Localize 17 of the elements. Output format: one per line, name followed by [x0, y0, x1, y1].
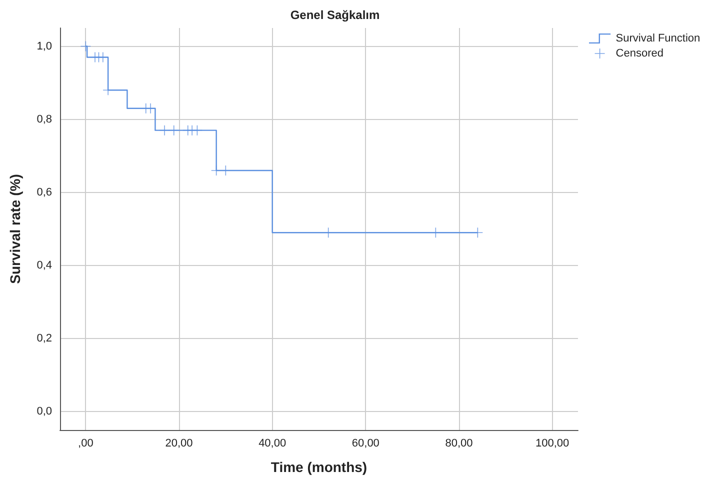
- y-tick-label: 0,8: [36, 113, 52, 126]
- y-axis-title: Survival rate (%): [7, 174, 23, 284]
- y-tick-label: 0,6: [36, 186, 52, 198]
- y-tick-label: 0,0: [36, 406, 52, 418]
- x-tick-label: 40,00: [258, 438, 286, 450]
- chart-title: Genel Sağkalım: [290, 8, 380, 22]
- legend-label: Survival Function: [616, 32, 700, 44]
- y-tick-label: 1,0: [36, 40, 52, 52]
- y-tick-label: 0,4: [36, 260, 52, 272]
- y-tick-label: 0,2: [36, 332, 52, 345]
- x-tick-label: 60,00: [352, 438, 380, 450]
- legend-label: Censored: [616, 48, 664, 60]
- x-tick-label: ,00: [78, 438, 94, 450]
- x-tick-label: 80,00: [445, 438, 473, 450]
- x-tick-label: 20,00: [165, 438, 193, 450]
- x-tick-label: 100,00: [536, 438, 570, 450]
- x-axis-title: Time (months): [270, 459, 368, 475]
